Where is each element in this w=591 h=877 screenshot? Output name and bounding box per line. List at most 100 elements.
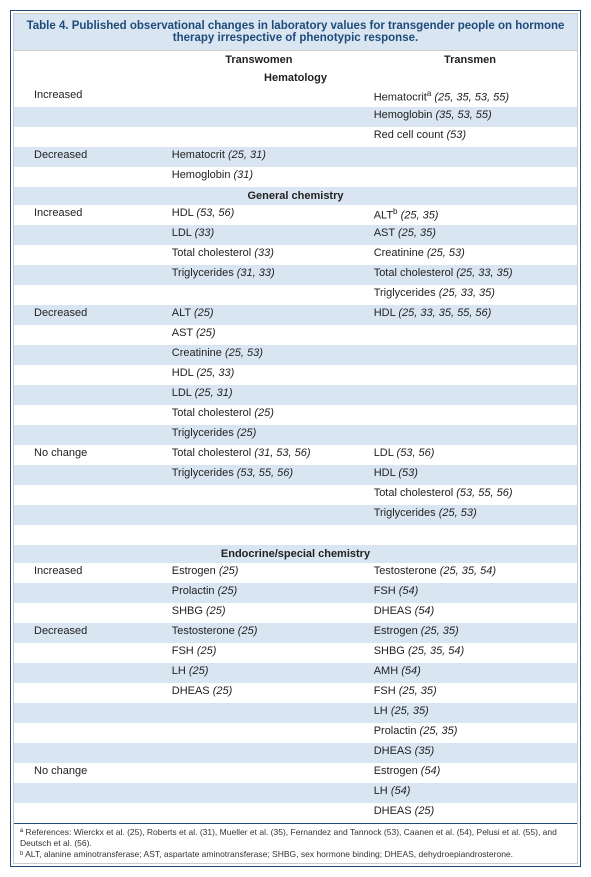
row-label	[14, 109, 168, 125]
transmen-cell: Prolactin (25, 35)	[370, 725, 577, 741]
table-row: Hemoglobin (35, 53, 55)	[14, 107, 577, 127]
transmen-cell: Total cholesterol (53, 55, 56)	[370, 487, 577, 503]
table-row: DHEAS (25)	[14, 803, 577, 823]
row-label	[14, 785, 168, 801]
table-row: Prolactin (25, 35)	[14, 723, 577, 743]
table-row: Triglycerides (25)	[14, 425, 577, 445]
transmen-cell: AST (25, 35)	[370, 227, 577, 243]
footnotes: ª References: Wierckx et al. (25), Rober…	[14, 823, 577, 863]
table-row: No changeTotal cholesterol (31, 53, 56)L…	[14, 445, 577, 465]
transwomen-cell: Prolactin (25)	[168, 585, 370, 601]
section-header: Endocrine/special chemistry	[14, 545, 577, 563]
transwomen-cell	[168, 765, 370, 781]
row-label	[14, 407, 168, 423]
table-row: Triglycerides (53, 55, 56)HDL (53)	[14, 465, 577, 485]
row-label	[14, 805, 168, 821]
table-row: FSH (25)SHBG (25, 35, 54)	[14, 643, 577, 663]
transmen-cell	[370, 367, 577, 383]
row-label	[14, 685, 168, 701]
transwomen-cell	[168, 129, 370, 145]
table-row: LH (54)	[14, 783, 577, 803]
section-header: General chemistry	[14, 187, 577, 205]
transmen-cell: ALTb (25, 35)	[370, 207, 577, 223]
row-label	[14, 705, 168, 721]
row-label: No change	[14, 765, 168, 781]
table-row: LDL (33)AST (25, 35)	[14, 225, 577, 245]
transwomen-cell: ALT (25)	[168, 307, 370, 323]
transwomen-cell	[168, 507, 370, 523]
row-label	[14, 387, 168, 403]
transwomen-cell: Triglycerides (31, 33)	[168, 267, 370, 283]
row-label	[14, 665, 168, 681]
transwomen-cell	[168, 109, 370, 125]
table-row: DecreasedALT (25)HDL (25, 33, 35, 55, 56…	[14, 305, 577, 325]
transmen-cell: Testosterone (25, 35, 54)	[370, 565, 577, 581]
row-label	[14, 427, 168, 443]
transmen-cell: HDL (25, 33, 35, 55, 56)	[370, 307, 577, 323]
row-label	[14, 605, 168, 621]
table-title: Table 4. Published observational changes…	[14, 14, 577, 51]
row-label	[14, 585, 168, 601]
transmen-cell: FSH (54)	[370, 585, 577, 601]
table-row: LH (25)AMH (54)	[14, 663, 577, 683]
row-label	[14, 347, 168, 363]
transmen-cell: Red cell count (53)	[370, 129, 577, 145]
header-transmen: Transmen	[363, 54, 577, 66]
transmen-cell: DHEAS (35)	[370, 745, 577, 761]
table-row: Red cell count (53)	[14, 127, 577, 147]
transwomen-cell: Testosterone (25)	[168, 625, 370, 641]
table-row: Prolactin (25)FSH (54)	[14, 583, 577, 603]
transwomen-cell: Estrogen (25)	[168, 565, 370, 581]
transmen-cell: Triglycerides (25, 53)	[370, 507, 577, 523]
transmen-cell	[370, 407, 577, 423]
transwomen-cell: LDL (33)	[168, 227, 370, 243]
row-label	[14, 367, 168, 383]
table-row: HDL (25, 33)	[14, 365, 577, 385]
transwomen-cell	[168, 527, 370, 543]
table-row: Total cholesterol (33)Creatinine (25, 53…	[14, 245, 577, 265]
row-label: Decreased	[14, 307, 168, 323]
transmen-cell: LDL (53, 56)	[370, 447, 577, 463]
transwomen-cell	[168, 487, 370, 503]
table-row: IncreasedEstrogen (25)Testosterone (25, …	[14, 563, 577, 583]
table-row: Triglycerides (31, 33)Total cholesterol …	[14, 265, 577, 285]
transmen-cell: Hemoglobin (35, 53, 55)	[370, 109, 577, 125]
row-label	[14, 169, 168, 185]
row-label	[14, 267, 168, 283]
table-row	[14, 525, 577, 545]
table-row: DHEAS (25)FSH (25, 35)	[14, 683, 577, 703]
row-label: No change	[14, 447, 168, 463]
table-row: IncreasedHDL (53, 56)ALTb (25, 35)	[14, 205, 577, 225]
transmen-cell: DHEAS (54)	[370, 605, 577, 621]
transwomen-cell	[168, 287, 370, 303]
transmen-cell: Creatinine (25, 53)	[370, 247, 577, 263]
table-row: DHEAS (35)	[14, 743, 577, 763]
table-box: Table 4. Published observational changes…	[13, 13, 578, 864]
transwomen-cell: Total cholesterol (25)	[168, 407, 370, 423]
transmen-cell	[370, 387, 577, 403]
transwomen-cell	[168, 705, 370, 721]
transmen-cell	[370, 169, 577, 185]
row-label	[14, 247, 168, 263]
transwomen-cell	[168, 785, 370, 801]
table-row: LH (25, 35)	[14, 703, 577, 723]
table-body: HematologyIncreasedHematocrita (25, 35, …	[14, 69, 577, 823]
table-row: Hemoglobin (31)	[14, 167, 577, 187]
transwomen-cell: Creatinine (25, 53)	[168, 347, 370, 363]
transwomen-cell	[168, 745, 370, 761]
row-label: Decreased	[14, 625, 168, 641]
header-blank	[14, 54, 155, 66]
transwomen-cell: HDL (25, 33)	[168, 367, 370, 383]
table-row: Total cholesterol (25)	[14, 405, 577, 425]
table-row: Triglycerides (25, 53)	[14, 505, 577, 525]
row-label	[14, 725, 168, 741]
transmen-cell: LH (25, 35)	[370, 705, 577, 721]
row-label	[14, 327, 168, 343]
row-label	[14, 507, 168, 523]
table-row: DecreasedTestosterone (25)Estrogen (25, …	[14, 623, 577, 643]
row-label	[14, 745, 168, 761]
table-row: IncreasedHematocrita (25, 35, 53, 55)	[14, 87, 577, 107]
row-label	[14, 129, 168, 145]
row-label	[14, 467, 168, 483]
transwomen-cell: DHEAS (25)	[168, 685, 370, 701]
